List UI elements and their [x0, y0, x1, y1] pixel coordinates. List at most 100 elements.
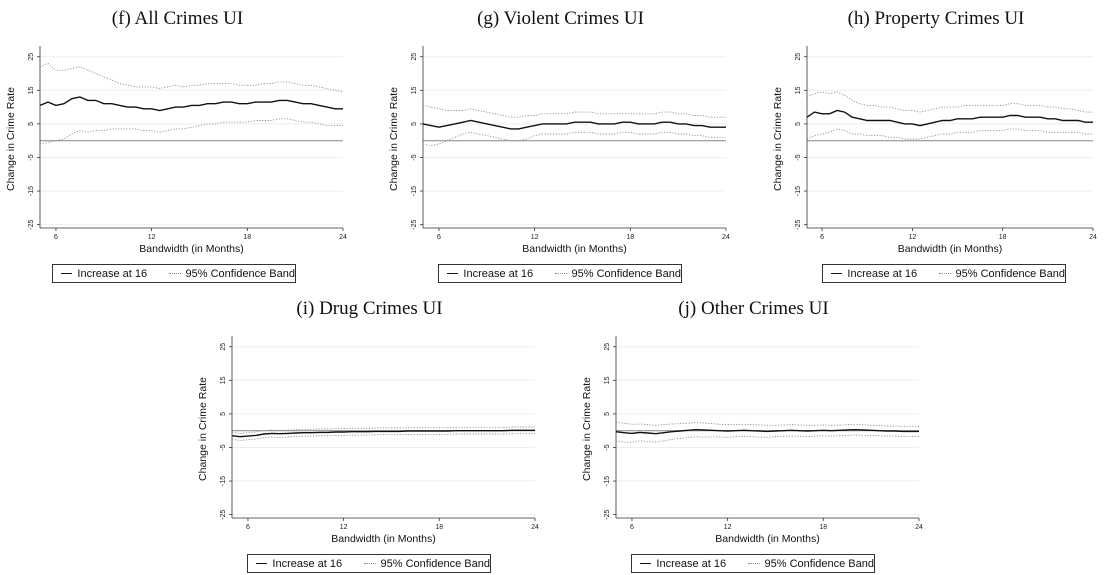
chart-panel-all-crimes: (f) All Crimes UI 25 15 5 -5 -15 -25 6 12 18 24 Ba… — [0, 0, 355, 290]
legend-label-estimate: Increase at 16 — [77, 267, 148, 280]
x-axis-label: Bandwidth (in Months) — [898, 243, 1002, 255]
chart-legend: Increase at 16 95% Confidence Band — [52, 264, 296, 283]
y-tick-label: -15 — [28, 186, 35, 196]
y-tick-label: 25 — [220, 343, 227, 351]
chart-title: (f) All Crimes UI — [111, 8, 244, 29]
x-tick-label: 24 — [531, 524, 539, 531]
y-tick-label: 5 — [795, 122, 802, 126]
series-line-upper-band — [806, 91, 1093, 113]
y-tick-label: 5 — [411, 122, 418, 126]
legend-label-estimate: Increase at 16 — [463, 267, 534, 280]
y-tick-label: -5 — [795, 154, 802, 160]
chart-plot: 25 15 5 -5 -15 -25 6 12 18 24 Bandwidth (in Months… — [581, 336, 923, 545]
x-tick-label: 12 — [531, 234, 539, 241]
y-tick-label: 5 — [220, 412, 227, 416]
chart-legend: Increase at 16 95% Confidence Band — [438, 264, 682, 283]
series-line-lower-band — [615, 434, 919, 443]
legend-label-band: 95% Confidence Band — [764, 557, 874, 570]
y-tick-label: 5 — [604, 412, 611, 416]
series-line-upper-band — [615, 421, 919, 427]
y-tick-label: -15 — [795, 186, 802, 196]
series-line-lower-band — [806, 128, 1093, 140]
y-tick-label: 15 — [604, 376, 611, 384]
chart-legend: Increase at 16 95% Confidence Band — [247, 554, 491, 573]
y-tick-label: 25 — [795, 53, 802, 61]
y-tick-label: 25 — [411, 53, 418, 61]
x-tick-label: 6 — [246, 524, 250, 531]
x-tick-label: 18 — [243, 234, 251, 241]
legend-swatch-estimate — [447, 273, 459, 274]
y-tick-label: 15 — [795, 86, 802, 94]
series-line-upper-band — [231, 426, 535, 434]
x-tick-label: 6 — [437, 234, 441, 241]
legend-label-estimate: Increase at 16 — [847, 267, 918, 280]
x-tick-label: 18 — [626, 234, 634, 241]
y-axis-label: Change in Crime Rate — [772, 87, 784, 191]
y-tick-label: 5 — [28, 122, 35, 126]
x-tick-label: 12 — [340, 524, 348, 531]
series-line-upper-band — [39, 62, 344, 93]
chart-panel-property-crimes: (h) Property Crimes UI 25 15 5 -5 -15 -25 6 12 1… — [767, 0, 1105, 290]
chart-title: (g) Violent Crimes UI — [477, 8, 644, 29]
series-line-lower-band — [39, 118, 343, 145]
series-line-lower-band — [231, 433, 535, 441]
series-line-upper-band — [422, 104, 726, 118]
legend-label-estimate: Increase at 16 — [272, 557, 343, 570]
chart-plot: 25 15 5 -5 -15 -25 6 12 18 24 Bandwidth (in Months… — [772, 46, 1097, 255]
chart-panel-drug-crimes: (i) Drug Crimes UI 25 15 5 -5 -15 -25 6 12 18 24 B… — [192, 290, 547, 575]
chart-legend: Increase at 16 95% Confidence Band — [822, 264, 1066, 283]
x-tick-label: 18 — [819, 524, 827, 531]
series-line-estimate — [422, 119, 726, 130]
y-tick-label: -15 — [411, 186, 418, 196]
y-tick-label: 15 — [220, 376, 227, 384]
legend-label-estimate: Increase at 16 — [656, 557, 727, 570]
chart-title: (i) Drug Crimes UI — [296, 298, 443, 319]
y-tick-label: -25 — [795, 219, 802, 229]
x-tick-label: 24 — [1089, 234, 1097, 241]
series-line-estimate — [231, 429, 535, 438]
y-axis-label: Change in Crime Rate — [197, 377, 209, 481]
y-tick-label: -25 — [28, 219, 35, 229]
y-tick-label: -25 — [604, 509, 611, 519]
y-tick-label: -5 — [28, 154, 35, 160]
legend-label-band: 95% Confidence Band — [955, 267, 1065, 280]
y-tick-label: -15 — [604, 476, 611, 486]
legend-label-band: 95% Confidence Band — [185, 267, 295, 280]
legend-swatch-band — [939, 273, 951, 274]
y-axis-label: Change in Crime Rate — [581, 377, 593, 481]
y-tick-label: -25 — [220, 509, 227, 519]
x-tick-label: 24 — [722, 234, 730, 241]
legend-label-band: 95% Confidence Band — [380, 557, 490, 570]
legend-swatch-band — [748, 563, 760, 564]
y-tick-label: -5 — [220, 444, 227, 450]
x-tick-label: 6 — [820, 234, 824, 241]
y-tick-label: -5 — [411, 154, 418, 160]
x-axis-label: Bandwidth (in Months) — [715, 533, 819, 545]
x-tick-label: 12 — [148, 234, 156, 241]
chart-plot: 25 15 5 -5 -15 -25 6 12 18 24 Bandwidth (in Months… — [197, 336, 539, 545]
x-tick-label: 18 — [435, 524, 443, 531]
x-axis-label: Bandwidth (in Months) — [139, 243, 243, 255]
legend-swatch-estimate — [831, 273, 843, 274]
legend-label-band: 95% Confidence Band — [571, 267, 681, 280]
y-axis-label: Change in Crime Rate — [5, 87, 17, 191]
legend-swatch-estimate — [640, 563, 652, 564]
series-line-estimate — [615, 428, 919, 435]
legend-swatch-estimate — [61, 273, 73, 274]
x-tick-label: 6 — [54, 234, 58, 241]
y-tick-label: 25 — [28, 53, 35, 61]
legend-swatch-band — [169, 273, 181, 274]
chart-legend: Increase at 16 95% Confidence Band — [631, 554, 875, 573]
x-tick-label: 18 — [999, 234, 1007, 241]
x-axis-label: Bandwidth (in Months) — [522, 243, 626, 255]
series-line-lower-band — [422, 131, 726, 147]
x-axis-label: Bandwidth (in Months) — [331, 533, 435, 545]
y-tick-label: -15 — [220, 476, 227, 486]
x-tick-label: 24 — [915, 524, 923, 531]
chart-plot: 25 15 5 -5 -15 -25 6 12 18 24 Bandwidth (in Months… — [388, 46, 730, 255]
chart-panel-violent-crimes: (g) Violent Crimes UI 25 15 5 -5 -15 -25 6 12 18… — [383, 0, 738, 290]
chart-title: (j) Other Crimes UI — [678, 298, 829, 319]
y-tick-label: 25 — [604, 343, 611, 351]
chart-plot: 25 15 5 -5 -15 -25 6 12 18 24 Bandwidth (in Months… — [5, 46, 347, 255]
x-tick-label: 24 — [339, 234, 347, 241]
